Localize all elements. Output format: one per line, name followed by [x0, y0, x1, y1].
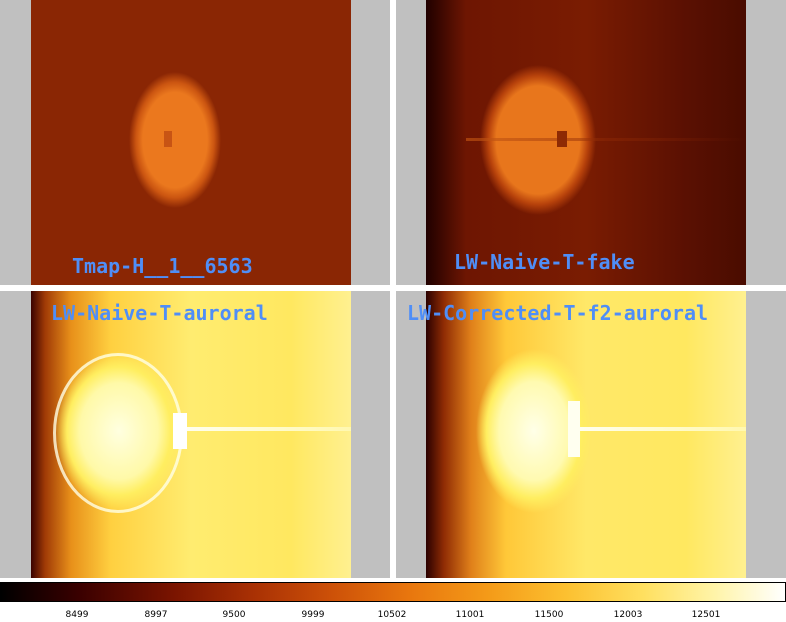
panel-label: LW-Corrected-T-f2-auroral	[407, 301, 709, 325]
panel-lw-corrected-t-f2-auroral: LW-Corrected-T-f2-auroral	[396, 291, 786, 578]
panel-label: Tmap-H__1__6563	[72, 254, 253, 278]
dark-spot	[164, 131, 172, 147]
panel-lw-naive-t-fake: LW-Naive-T-fake	[396, 0, 786, 285]
horizontal-streak	[466, 138, 746, 141]
colorbar-tick-label: 11500	[534, 610, 564, 620]
dark-spot	[557, 131, 567, 147]
colorbar-tick-label: 9500	[222, 610, 246, 620]
temperature-map-image	[31, 0, 351, 285]
bright-spot	[173, 413, 187, 449]
colorbar-tick-label: 9999	[301, 610, 325, 620]
colorbar-tick-label: 8997	[144, 610, 168, 620]
panel-tmap-h1-6563: Tmap-H__1__6563	[0, 0, 390, 285]
bright-ring	[53, 353, 183, 513]
panel-label: LW-Naive-T-auroral	[51, 301, 268, 325]
horizontal-streak	[576, 427, 746, 431]
colorbar-tick-label: 12501	[691, 610, 721, 620]
panel-label: LW-Naive-T-fake	[454, 250, 635, 274]
colorbar	[0, 582, 786, 602]
colorbar-tick-label: 11001	[455, 610, 485, 620]
colorbar-tick-label: 8499	[65, 610, 89, 620]
horizontal-streak	[181, 427, 351, 431]
temperature-map-image	[426, 291, 746, 578]
bright-spot	[568, 401, 580, 457]
panel-lw-naive-t-auroral: LW-Naive-T-auroral	[0, 291, 390, 578]
temperature-map-image	[31, 291, 351, 578]
temperature-map-image	[426, 0, 746, 285]
colorbar-tick-label: 10502	[377, 610, 407, 620]
colorbar-tick-label: 12003	[613, 610, 643, 620]
